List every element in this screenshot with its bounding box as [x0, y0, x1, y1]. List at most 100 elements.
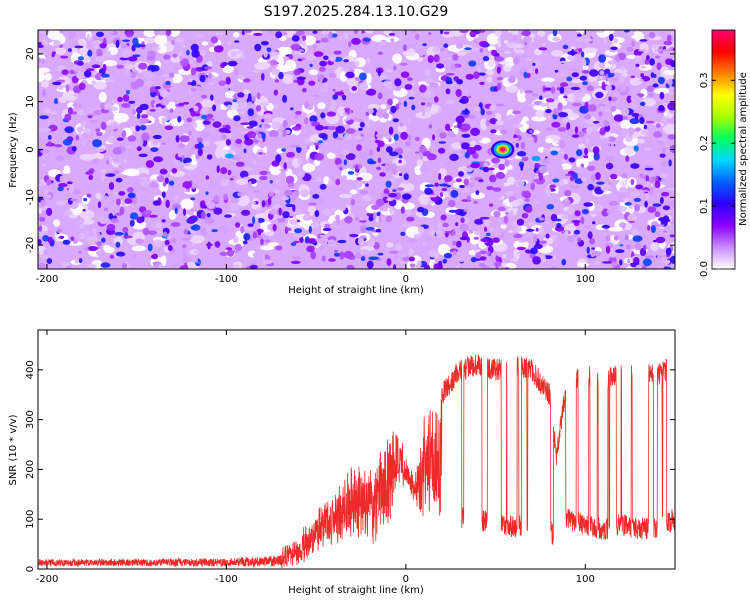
heatmap-cell [655, 123, 661, 129]
heatmap-cell [112, 147, 122, 155]
heatmap-cell [565, 173, 572, 177]
heatmap-cell [163, 98, 169, 106]
heatmap-cell [469, 177, 475, 182]
heatmap-cell [533, 35, 543, 43]
heatmap-cell [153, 156, 164, 163]
heatmap-cell [78, 250, 82, 254]
heatmap-cell [214, 32, 224, 36]
heatmap-cell [601, 30, 615, 35]
heatmap-cell [541, 158, 551, 166]
heatmap-cell [459, 30, 469, 33]
heatmap-cell [450, 62, 456, 71]
heatmap-cell [635, 127, 641, 132]
heatmap-cell [247, 93, 252, 102]
heatmap-cell [434, 112, 442, 119]
heatmap-cell [138, 62, 148, 70]
heatmap-cell [39, 217, 46, 222]
heatmap-cell [637, 49, 648, 52]
heatmap-cell [517, 151, 527, 157]
heatmap-cell [466, 236, 470, 243]
heatmap-cell [126, 187, 134, 193]
heatmap-cell [72, 189, 81, 196]
heatmap-cell [319, 197, 326, 203]
heatmap-cell [595, 172, 601, 181]
heatmap-cell [660, 98, 664, 104]
heatmap-cell [630, 190, 640, 197]
heatmap-cell [559, 60, 570, 64]
heatmap-cell [328, 31, 333, 39]
heatmap-cell [598, 61, 606, 69]
heatmap-cell [93, 81, 107, 90]
heatmap-cell [432, 46, 440, 53]
heatmap-cell [623, 30, 630, 33]
heatmap-cell [343, 32, 349, 40]
heatmap-cell [333, 50, 342, 55]
heatmap-cell [318, 140, 323, 144]
heatmap-cell [452, 53, 459, 61]
heatmap-cell [576, 262, 590, 267]
heatmap-cell [225, 76, 231, 85]
heatmap-cell [263, 49, 268, 58]
heatmap-cell [366, 213, 371, 216]
heatmap-cell [595, 30, 605, 33]
heatmap-cell [545, 109, 552, 114]
heatmap-cell [513, 248, 520, 261]
heatmap-cell [619, 186, 628, 195]
heatmap-cell [205, 175, 209, 180]
heatmap-cell [377, 252, 384, 256]
heatmap-cell [605, 85, 613, 91]
heatmap-cell [380, 207, 389, 212]
heatmap-cell [551, 121, 561, 128]
heatmap-cell [647, 190, 655, 194]
heatmap-cell [489, 254, 495, 262]
heatmap-cell [61, 69, 69, 75]
heatmap-cell [385, 133, 392, 140]
heatmap-cell [261, 132, 266, 140]
heatmap-cell [136, 216, 144, 224]
heatmap-cell [153, 30, 160, 36]
heatmap-cell [383, 112, 390, 120]
heatmap-cell [669, 234, 675, 238]
heatmap-cell [639, 189, 646, 194]
heatmap-cell [249, 264, 258, 269]
heatmap-cell [64, 126, 74, 134]
heatmap-cell [592, 146, 600, 155]
heatmap-cell [659, 91, 665, 100]
heatmap-cell [631, 123, 645, 130]
heatmap-cell [67, 48, 72, 52]
heatmap-cell [492, 187, 502, 192]
heatmap-cell [38, 70, 45, 83]
heatmap-cell [229, 177, 234, 181]
heatmap-cell [151, 46, 161, 51]
heatmap-cell [324, 223, 331, 230]
colorbar-tick-label: 0.2 [699, 135, 710, 151]
heatmap-cell [131, 245, 146, 252]
x-tick-label: 0 [403, 274, 409, 285]
heatmap-cell [404, 84, 413, 90]
heatmap-cell [166, 101, 176, 111]
heatmap-cell [130, 81, 139, 90]
heatmap-cell [424, 90, 434, 99]
heatmap-cell [463, 209, 468, 212]
heatmap-cell [134, 43, 142, 48]
heatmap-cell [528, 55, 538, 60]
heatmap-cell [440, 214, 447, 221]
heatmap-cell [644, 194, 649, 201]
heatmap-cell [646, 85, 654, 93]
heatmap-cell [86, 193, 92, 198]
heatmap-cell [95, 250, 106, 256]
heatmap-cell [643, 146, 652, 151]
heatmap-cell [295, 30, 305, 36]
heatmap-cell [331, 207, 338, 211]
heatmap-cell [624, 145, 635, 156]
heatmap-cell [479, 81, 485, 85]
heatmap-cell [95, 56, 105, 62]
heatmap-cell [616, 84, 627, 92]
heatmap-cell [358, 119, 364, 122]
heatmap-cell [216, 103, 221, 112]
heatmap-cell [152, 221, 157, 229]
heatmap-cell [259, 245, 275, 251]
heatmap-cell [491, 49, 498, 57]
heatmap-cell [427, 61, 435, 67]
heatmap-cell [152, 134, 162, 140]
